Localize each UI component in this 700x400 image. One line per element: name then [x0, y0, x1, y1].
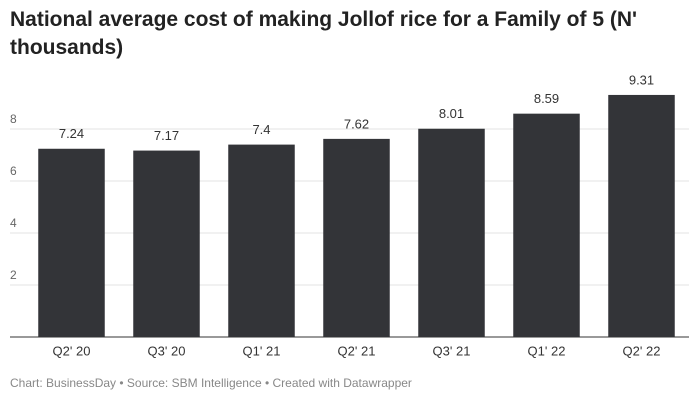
value-label: 7.62 — [344, 116, 369, 131]
x-tick-label: Q1' 22 — [528, 343, 566, 358]
y-tick-label: 4 — [10, 216, 17, 230]
value-label: 9.31 — [629, 72, 654, 87]
x-tick-label: Q2' 21 — [338, 343, 376, 358]
bar — [608, 94, 675, 337]
value-label: 7.24 — [59, 126, 84, 141]
value-label: 8.01 — [439, 106, 464, 121]
footer: Chart: BusinessDay • Source: SBM Intelli… — [10, 376, 412, 390]
bar — [133, 150, 200, 337]
x-tick-label: Q2' 20 — [53, 343, 91, 358]
x-tick-label: Q3' 21 — [433, 343, 471, 358]
bar — [418, 128, 485, 337]
x-tick-label: Q1' 21 — [243, 343, 281, 358]
chart-title: National average cost of making Jollof r… — [10, 8, 637, 59]
x-tick-label: Q2' 22 — [623, 343, 661, 358]
value-label: 7.17 — [154, 128, 179, 143]
y-tick-label: 2 — [10, 268, 17, 282]
y-tick-label: 6 — [10, 164, 17, 178]
bar — [38, 148, 105, 337]
bar — [323, 138, 390, 337]
x-tick-label: Q3' 20 — [148, 343, 186, 358]
bar — [228, 144, 295, 337]
y-tick-label: 8 — [10, 112, 17, 126]
value-label: 8.59 — [534, 91, 559, 106]
value-label: 7.4 — [252, 122, 270, 137]
bar — [513, 113, 580, 337]
